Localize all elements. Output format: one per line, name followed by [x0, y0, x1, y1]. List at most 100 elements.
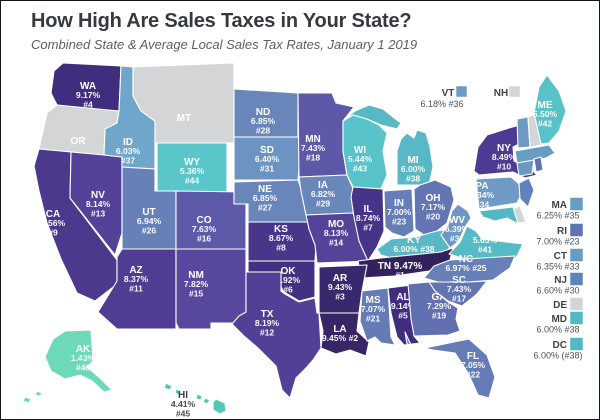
state-nc-label: NC: [459, 254, 473, 265]
state-mo-label: 8.13%: [324, 228, 349, 238]
state-sd-label: #31: [260, 163, 275, 173]
state-mo-label: #14: [329, 237, 344, 247]
legend-right-ri-label: RI: [557, 226, 567, 237]
state-la[interactable]: [318, 312, 370, 357]
legend-right-ct-label: CT: [554, 251, 567, 262]
state-wi-label: #43: [353, 163, 368, 173]
state-ok-label: 8.92%: [276, 275, 301, 285]
state-wy-label: 5.36%: [180, 166, 205, 176]
state-tx-label: 8.19%: [255, 318, 280, 328]
state-nv-label: NV: [91, 190, 105, 201]
state-ar-label: 9.43%: [328, 282, 353, 292]
state-ia-label: #29: [316, 198, 331, 208]
state-ak[interactable]: [22, 329, 113, 404]
state-ms[interactable]: [359, 287, 396, 346]
state-il-label: 8.74%: [356, 213, 381, 223]
state-ny-label: #10: [497, 161, 512, 171]
state-wv[interactable]: [440, 203, 472, 249]
state-fl-label: #22: [466, 369, 481, 379]
state-nm-label: 7.82%: [184, 279, 209, 289]
state-ar-label: #3: [335, 291, 345, 301]
state-mo-label: MO: [328, 219, 344, 230]
legend-right-md-label: MD: [551, 314, 567, 325]
state-az-label: 8.37%: [124, 274, 149, 284]
state-id-label: ID: [123, 137, 133, 148]
state-nd-label: #28: [256, 125, 271, 135]
state-wi-label: 5.44%: [348, 154, 373, 164]
state-tx-label: TX: [261, 309, 274, 320]
state-tx[interactable]: [231, 271, 322, 399]
state-ri[interactable]: [533, 156, 544, 173]
state-ny-label: NY: [497, 143, 511, 154]
state-hi[interactable]: [163, 382, 227, 415]
state-il-label: IL: [364, 204, 373, 215]
state-ky-label: 6.00% #38: [393, 244, 434, 254]
state-co-label: CO: [197, 215, 212, 226]
legend-top-vt-label: VT: [442, 88, 455, 99]
state-mi-label: 6.00%: [401, 164, 426, 174]
state-mi-label: #38: [406, 173, 421, 183]
legend-top-vt-swatch: [455, 85, 468, 98]
state-nd-label: 6.85%: [251, 116, 276, 126]
state-oh[interactable]: [413, 179, 455, 236]
header: How High Are Sales Taxes in Your State? …: [31, 10, 417, 52]
state-fl-label: 7.05%: [461, 360, 486, 370]
state-in[interactable]: [383, 188, 415, 238]
state-nm[interactable]: [175, 248, 247, 330]
state-mt[interactable]: [132, 62, 235, 144]
state-nd-label: ND: [256, 107, 270, 118]
legend-right-ct-swatch: [569, 248, 584, 262]
state-me[interactable]: [533, 74, 567, 145]
state-ma[interactable]: [514, 144, 556, 164]
legend-right-ma-value: 6.25% #35: [536, 211, 579, 221]
state-md[interactable]: [478, 206, 519, 225]
legend-right-nj-label: NJ: [554, 275, 567, 286]
state-ia-label: 6.82%: [311, 189, 336, 199]
state-hi-label: 4.41%: [171, 399, 196, 409]
state-wv-label: #32: [450, 233, 465, 243]
state-ca-label: #9: [48, 227, 58, 237]
state-la-label: LA: [333, 324, 346, 335]
state-ga-label: #19: [432, 310, 447, 320]
state-wv-label: 6.39%: [445, 224, 470, 234]
state-mi[interactable]: [344, 104, 434, 186]
state-ks-label: KS: [274, 224, 288, 235]
state-nc-label: 6.97% #25: [445, 263, 486, 273]
state-ky-label: KY: [407, 235, 421, 246]
state-nj[interactable]: [518, 177, 535, 208]
legend-right-dc-swatch: [569, 337, 584, 351]
state-tx-label: #12: [260, 327, 275, 337]
legend-right-ct-value: 6.35% #33: [536, 262, 579, 272]
state-nv-label: #13: [91, 208, 106, 218]
state-sc[interactable]: [428, 280, 488, 307]
state-hi-label: #45: [176, 408, 191, 418]
state-co-label: #16: [197, 233, 212, 243]
state-ca-label: 8.56%: [41, 218, 66, 228]
state-az-label: #11: [129, 283, 143, 293]
state-ct[interactable]: [516, 159, 535, 177]
state-oh-label: OH: [426, 193, 441, 204]
state-pa-label: #34: [475, 199, 490, 209]
legend-right-nj-swatch: [569, 272, 584, 286]
legend-top-vt-value: 6.18% #36: [420, 99, 463, 109]
state-va-label: #41: [478, 244, 493, 254]
state-va-label: VA: [478, 226, 491, 237]
state-ms-label: MS: [366, 295, 381, 306]
state-wi-label: WI: [354, 145, 366, 156]
state-me-label: ME: [538, 100, 553, 111]
legend-right-de-label: DE: [553, 300, 567, 311]
state-fl[interactable]: [404, 331, 496, 399]
state-ar[interactable]: [318, 264, 368, 314]
state-ut-label: UT: [142, 207, 155, 218]
state-oh-label: 7.17%: [421, 202, 446, 212]
state-id-label: #37: [121, 155, 136, 165]
state-mt-label: MT: [177, 113, 191, 124]
legend-right-md-value: 6.00% #38: [536, 325, 579, 335]
state-ms-label: 7.07%: [361, 304, 386, 314]
state-pa-label: 6.34%: [470, 190, 495, 200]
state-nv-label: 8.14%: [86, 199, 111, 209]
state-la-label: 9.45% #2: [322, 333, 359, 343]
state-wa-label: WA: [80, 81, 96, 92]
state-tn-label: TN 9.47%: [378, 261, 423, 272]
